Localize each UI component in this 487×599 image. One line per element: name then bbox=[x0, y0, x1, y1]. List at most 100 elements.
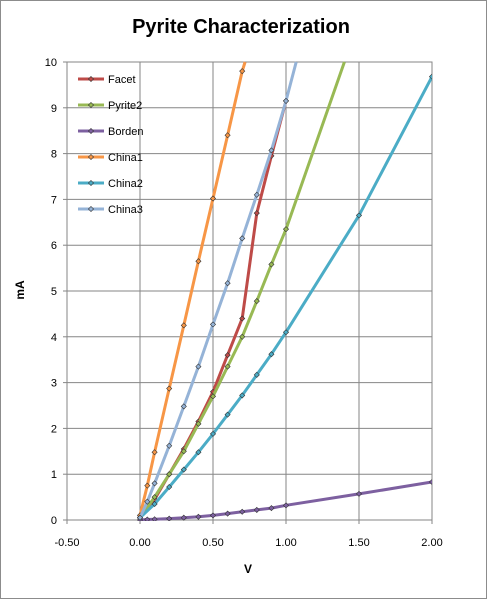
data-point-china3 bbox=[282, 97, 290, 104]
legend-item-pyrite2: Pyrite2 bbox=[78, 100, 142, 112]
data-point-pyrite2 bbox=[195, 420, 202, 427]
x-tick-label: 2.00 bbox=[421, 537, 442, 549]
data-point-china3 bbox=[144, 498, 151, 505]
data-point-borden bbox=[144, 516, 151, 521]
y-tick-label: 4 bbox=[51, 332, 57, 344]
legend-item-facet: Facet bbox=[78, 74, 136, 86]
data-point-china3 bbox=[180, 403, 187, 410]
data-point-facet bbox=[224, 352, 231, 359]
series-china1 bbox=[136, 61, 247, 519]
data-point-pyrite2 bbox=[209, 393, 217, 400]
y-tick-label: 10 bbox=[45, 57, 57, 69]
data-point-borden bbox=[180, 514, 187, 521]
legend-swatch-marker bbox=[87, 127, 95, 135]
legend-swatch-marker bbox=[87, 75, 95, 83]
data-point-borden bbox=[253, 506, 260, 513]
data-point-borden bbox=[151, 516, 158, 521]
data-point-borden bbox=[195, 513, 202, 520]
data-point-pyrite2 bbox=[180, 448, 187, 455]
data-point-china1 bbox=[224, 132, 231, 139]
legend-swatch-marker bbox=[87, 153, 95, 161]
data-point-china2 bbox=[268, 351, 275, 358]
y-tick-label: 9 bbox=[51, 103, 57, 115]
data-point-china3 bbox=[224, 280, 231, 287]
x-axis-label: V bbox=[244, 562, 252, 576]
plot-border bbox=[66, 61, 433, 521]
data-point-borden bbox=[239, 508, 246, 515]
series-china3 bbox=[136, 61, 298, 521]
data-point-china3 bbox=[268, 147, 275, 154]
data-point-china3 bbox=[166, 442, 173, 449]
plot-area: -0.50 0.00 0.50 1.00 1.50 2.00 0 1 2 3 4 5 6 7 8 9 10 bbox=[45, 57, 443, 549]
y-tick-label: 0 bbox=[51, 515, 57, 527]
data-point-china3 bbox=[209, 321, 217, 328]
data-point-china2 bbox=[239, 392, 246, 399]
data-point-borden bbox=[355, 490, 363, 497]
y-tick-label: 5 bbox=[51, 286, 57, 298]
data-point-china1 bbox=[195, 258, 202, 265]
data-point-borden bbox=[209, 512, 217, 519]
data-point-china1 bbox=[239, 68, 246, 75]
data-point-china3 bbox=[136, 514, 144, 521]
data-point-pyrite2 bbox=[268, 261, 275, 268]
data-point-china2 bbox=[282, 329, 290, 336]
data-point-borden bbox=[428, 478, 432, 486]
legend-swatch-marker bbox=[87, 205, 95, 213]
y-tick-label: 6 bbox=[51, 240, 57, 252]
data-point-china1 bbox=[180, 322, 187, 329]
data-point-china2 bbox=[224, 411, 231, 418]
series-line-china1 bbox=[138, 61, 247, 516]
data-point-china2 bbox=[355, 212, 363, 219]
x-tick-label: 1.00 bbox=[275, 537, 296, 549]
data-point-facet bbox=[239, 315, 246, 322]
legend-item-china2: China2 bbox=[78, 178, 143, 190]
data-point-china2 bbox=[428, 73, 432, 80]
data-point-pyrite2 bbox=[282, 226, 290, 233]
data-point-china3 bbox=[253, 191, 260, 198]
y-tick-label: 2 bbox=[51, 423, 57, 435]
data-point-pyrite2 bbox=[239, 333, 246, 340]
legend-label: Facet bbox=[108, 74, 136, 86]
data-point-china2 bbox=[151, 500, 158, 507]
legend-label: Borden bbox=[108, 126, 143, 138]
data-point-pyrite2 bbox=[151, 494, 158, 501]
series-line-pyrite2 bbox=[138, 61, 346, 519]
series-line-china3 bbox=[138, 61, 298, 519]
legend-item-borden: Borden bbox=[78, 126, 143, 138]
x-tick-label: 1.50 bbox=[348, 537, 369, 549]
data-point-china2 bbox=[209, 430, 217, 437]
data-point-china2 bbox=[195, 449, 202, 456]
data-point-china1 bbox=[151, 449, 158, 456]
legend-item-china3: China3 bbox=[78, 204, 143, 216]
data-point-china2 bbox=[253, 371, 260, 378]
data-point-borden bbox=[282, 502, 290, 509]
data-point-pyrite2 bbox=[253, 298, 260, 305]
data-point-china1 bbox=[166, 385, 173, 392]
legend-label: Pyrite2 bbox=[108, 100, 142, 112]
x-tick-label: 0.50 bbox=[202, 537, 223, 549]
data-point-borden bbox=[166, 515, 173, 521]
chart-title: Pyrite Characterization bbox=[132, 16, 350, 38]
legend-swatch-marker bbox=[87, 101, 95, 109]
x-tick-label: -0.50 bbox=[54, 537, 79, 549]
data-point-borden bbox=[268, 505, 275, 512]
data-point-china1 bbox=[144, 482, 151, 489]
y-tick-label: 1 bbox=[51, 469, 57, 481]
y-tick-label: 3 bbox=[51, 378, 57, 390]
data-point-china3 bbox=[151, 480, 158, 487]
data-point-borden bbox=[224, 510, 231, 517]
series-borden bbox=[136, 478, 432, 521]
legend: Facet Pyrite2 Borden China1 China2 China3 bbox=[78, 74, 143, 216]
legend-item-china1: China1 bbox=[78, 152, 143, 164]
series-china2 bbox=[136, 73, 432, 521]
data-point-china3 bbox=[239, 235, 246, 242]
legend-label: China2 bbox=[108, 178, 143, 190]
data-point-china2 bbox=[166, 483, 173, 491]
legend-label: China3 bbox=[108, 204, 143, 216]
data-point-pyrite2 bbox=[166, 471, 173, 478]
x-tick-label: 0.00 bbox=[129, 537, 150, 549]
legend-label: China1 bbox=[108, 152, 143, 164]
legend-swatch-marker bbox=[87, 179, 95, 187]
y-tick-label: 8 bbox=[51, 149, 57, 161]
